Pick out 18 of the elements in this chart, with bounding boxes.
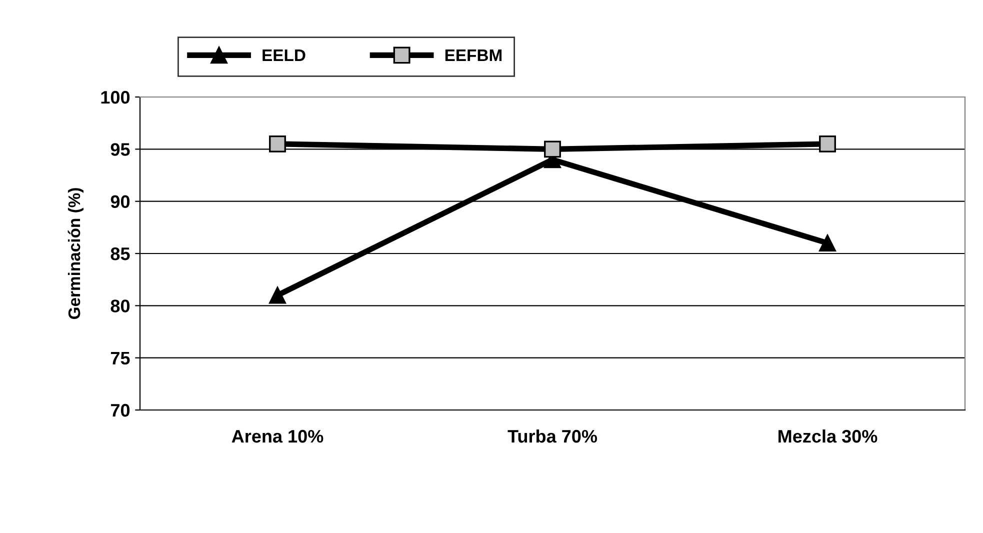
- y-tick-label: 80: [110, 300, 130, 312]
- legend-label: EELD: [262, 50, 306, 62]
- point: [269, 286, 286, 304]
- point: [544, 140, 561, 158]
- y-tick-label: 90: [110, 195, 130, 208]
- y-tick-label: 85: [110, 247, 130, 260]
- y-tick-label: 75: [110, 352, 130, 365]
- point: [269, 135, 286, 152]
- y-tick-label: 70: [110, 404, 130, 417]
- y-tick-label: 95: [110, 143, 130, 156]
- legend-label: EEFBM: [445, 50, 502, 62]
- point: [819, 135, 836, 152]
- x-tick-label: Arena 10%: [232, 430, 324, 443]
- point: [819, 234, 836, 252]
- y-tick-label: 100: [101, 90, 130, 104]
- x-tick-label: Turba 70%: [508, 429, 598, 443]
- x-tick-label: Mezcla 30%: [778, 429, 878, 443]
- y-axis-title: Germinación (%): [68, 188, 84, 320]
